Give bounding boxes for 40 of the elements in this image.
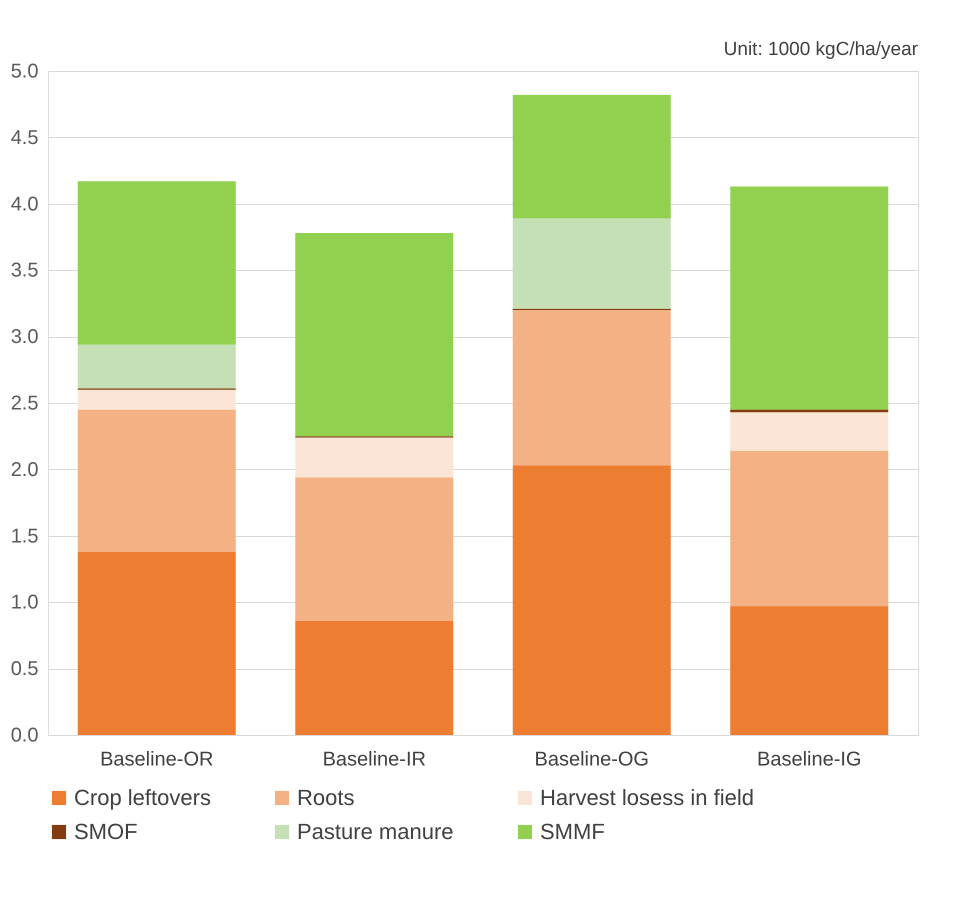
y-tick-label: 2.0 bbox=[10, 458, 38, 481]
bar bbox=[78, 181, 236, 345]
legend-label: Pasture manure bbox=[297, 819, 454, 844]
legend-label: SMMF bbox=[540, 819, 605, 844]
y-tick-label: 1.0 bbox=[10, 592, 38, 614]
bar bbox=[295, 620, 454, 735]
bar bbox=[78, 344, 236, 388]
bar bbox=[78, 390, 236, 410]
y-tick-label: 3.5 bbox=[10, 260, 38, 282]
bar bbox=[512, 94, 671, 218]
bar bbox=[512, 218, 671, 309]
bar bbox=[730, 412, 888, 451]
y-tick-label: 2.5 bbox=[10, 392, 38, 414]
y-tick-label: 1.5 bbox=[10, 525, 38, 548]
legend-label: Roots bbox=[297, 785, 354, 810]
bar bbox=[295, 438, 454, 478]
x-tick-label: Baseline-OR bbox=[100, 748, 214, 770]
y-tick-label: 0.0 bbox=[10, 724, 38, 746]
legend-label: Crop leftovers bbox=[74, 785, 211, 810]
legend-label: SMOF bbox=[74, 819, 138, 844]
y-tick-label: 3.0 bbox=[10, 326, 38, 348]
x-tick-label: Baseline-IG bbox=[757, 748, 862, 770]
text: Unit: 1000 kgC/ha/year bbox=[724, 39, 919, 60]
bar bbox=[730, 186, 888, 410]
y-tick-label: 5.0 bbox=[10, 60, 38, 82]
legend-label: Harvest losess in field bbox=[540, 785, 754, 810]
x-tick-label: Baseline-IR bbox=[322, 748, 426, 770]
bar bbox=[295, 233, 454, 436]
y-tick-label: 0.5 bbox=[10, 658, 38, 680]
bar bbox=[512, 310, 671, 466]
bar bbox=[730, 450, 888, 606]
bar bbox=[78, 410, 236, 552]
y-tick-label: 4.5 bbox=[10, 126, 38, 149]
bar bbox=[78, 552, 236, 735]
bar bbox=[730, 606, 888, 735]
bar bbox=[730, 410, 888, 412]
bar bbox=[512, 465, 671, 735]
bar bbox=[295, 477, 454, 621]
x-tick-label: Baseline-OG bbox=[534, 748, 649, 770]
y-tick-label: 4.0 bbox=[10, 193, 38, 216]
